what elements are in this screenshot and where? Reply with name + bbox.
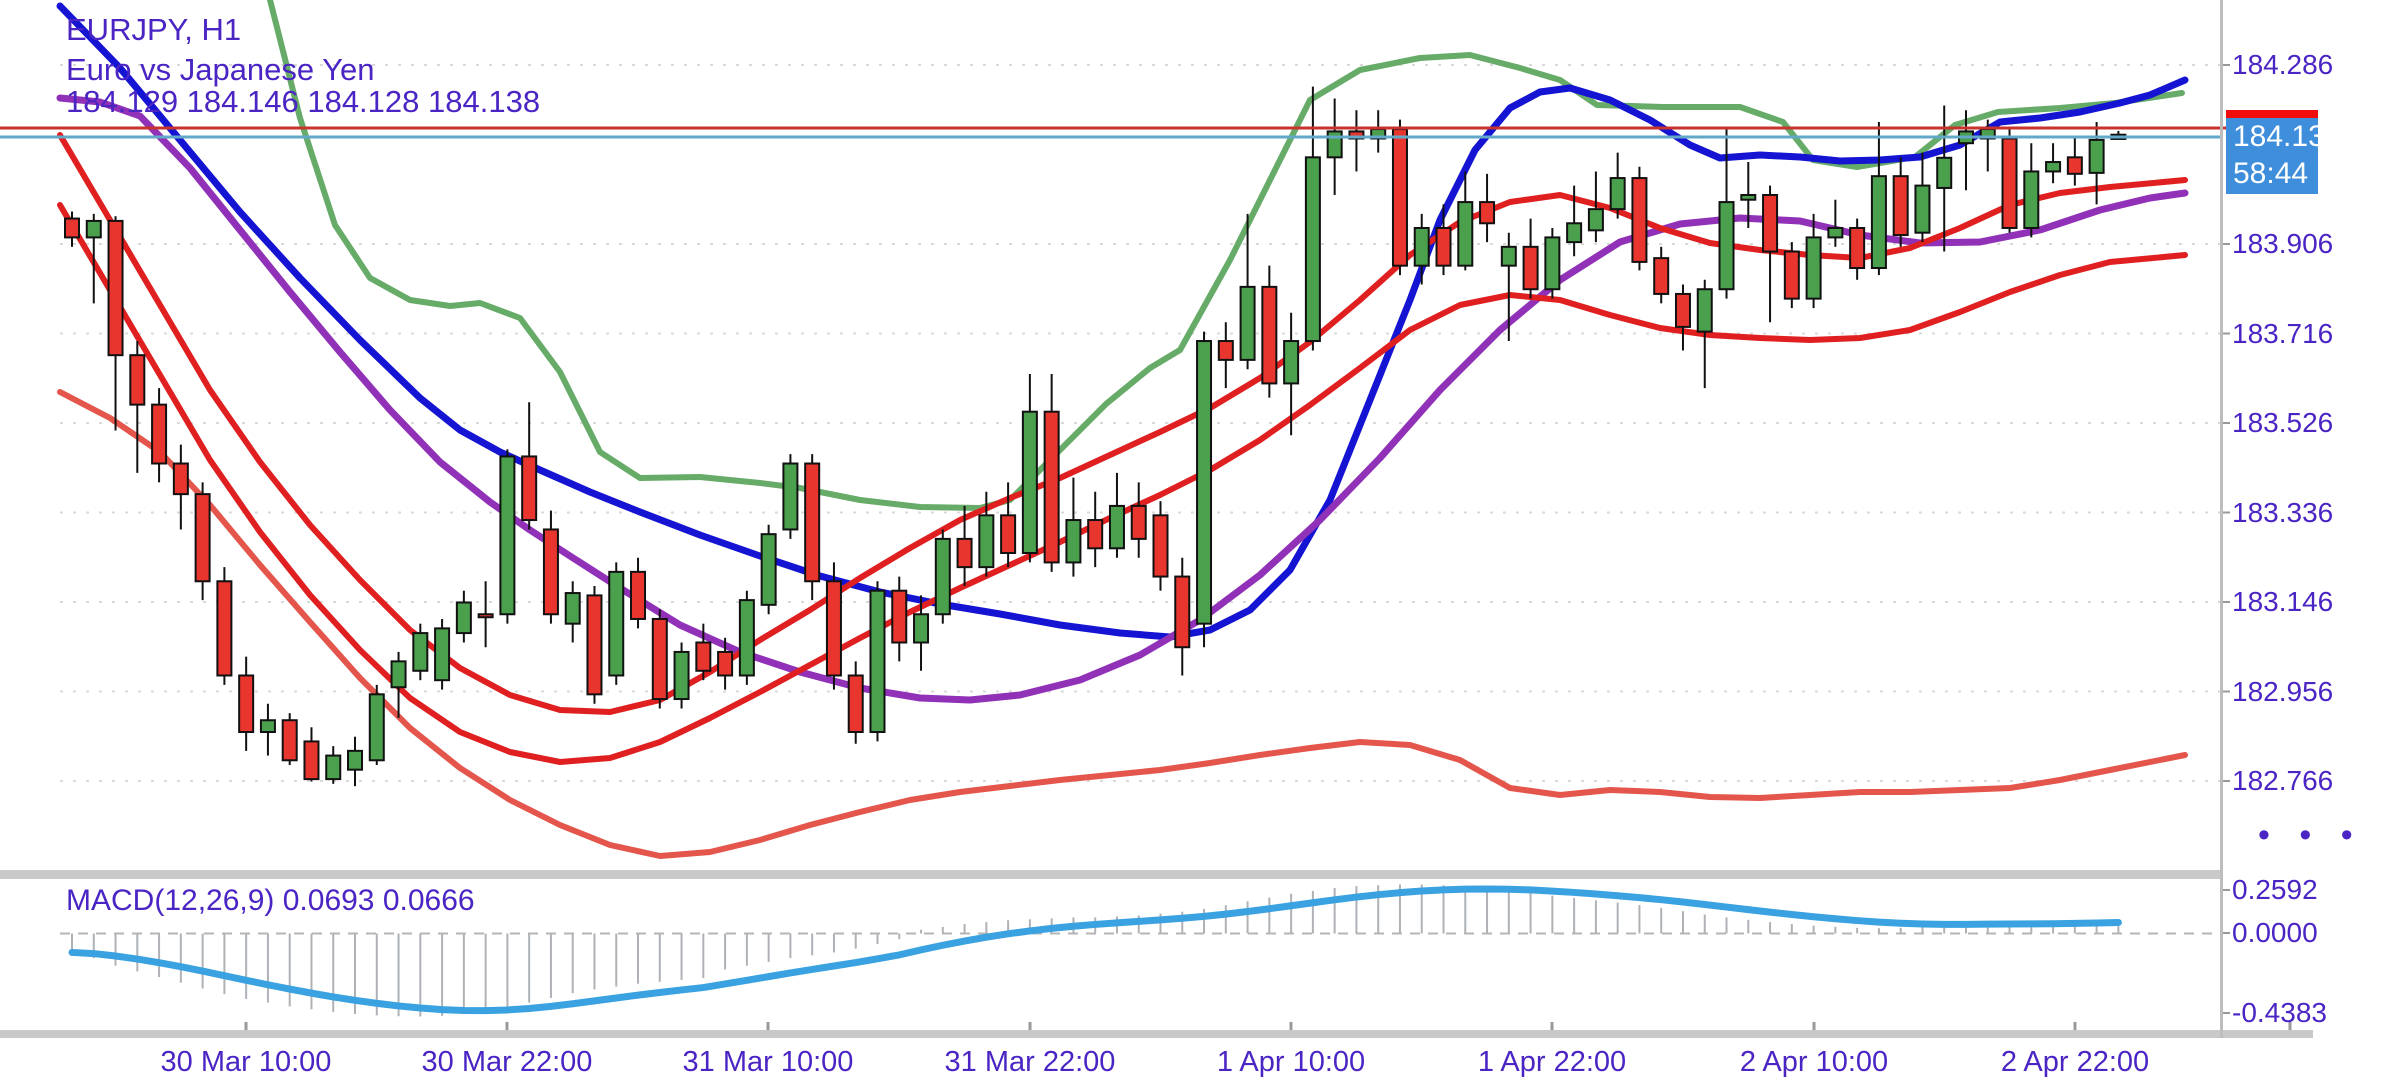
current-price: 184.138 bbox=[2233, 120, 2342, 153]
pane-separator[interactable] bbox=[0, 870, 2221, 879]
price-tick-label: 183.906 bbox=[2232, 228, 2334, 259]
price-tick-label: 184.286 bbox=[2232, 49, 2334, 80]
price-tick-label: 183.146 bbox=[2232, 586, 2334, 617]
price-tick-label: 183.526 bbox=[2232, 407, 2334, 438]
time-tick-label: 2 Apr 10:00 bbox=[1739, 1046, 1889, 1078]
current-price-box: 184.138 58:44 bbox=[2226, 118, 2342, 194]
macd-indicator-label: MACD(12,26,9) 0.0693 0.0666 bbox=[66, 884, 475, 917]
time-axis-bar bbox=[0, 1030, 2313, 1038]
macd-tick-label: 0.0000 bbox=[2232, 917, 2318, 948]
macd-tick-label: 0.2592 bbox=[2232, 874, 2318, 905]
candles bbox=[64, 86, 2127, 787]
ma-slow-purple bbox=[56, 94, 2189, 704]
time-tick-label: 31 Mar 22:00 bbox=[944, 1046, 1116, 1078]
more-options-dots[interactable]: • • • bbox=[2258, 816, 2363, 854]
bollinger-lower-salmon bbox=[57, 389, 2188, 859]
ma-fast-blue bbox=[56, 2, 2189, 641]
price-tick-label: 183.716 bbox=[2232, 317, 2334, 349]
time-tick-label: 2 Apr 22:00 bbox=[2000, 1046, 2150, 1078]
price-tick-label: 182.766 bbox=[2232, 765, 2334, 796]
time-tick-label: 31 Mar 10:00 bbox=[682, 1046, 854, 1078]
bar-countdown: 58:44 bbox=[2233, 157, 2309, 190]
symbol-title: EURJPY, H1 bbox=[66, 12, 242, 47]
macd-tick-label: -0.4383 bbox=[2232, 997, 2327, 1028]
time-tick-label: 1 Apr 10:00 bbox=[1216, 1046, 1366, 1078]
price-tick-label: 183.336 bbox=[2232, 496, 2334, 528]
time-tick-label: 30 Mar 22:00 bbox=[421, 1046, 593, 1078]
time-tick-label: 1 Apr 22:00 bbox=[1477, 1046, 1627, 1078]
price-tick-label: 182.956 bbox=[2232, 675, 2334, 707]
ma-red-upper bbox=[57, 132, 2188, 715]
symbol-description: Euro vs Japanese Yen bbox=[66, 52, 375, 87]
price-axis-line bbox=[2220, 0, 2223, 1038]
ma-red-lower bbox=[57, 202, 2188, 765]
ask-marker-strip bbox=[2226, 110, 2318, 118]
time-tick-label: 30 Mar 10:00 bbox=[160, 1046, 332, 1078]
ohlc-values: 184.129 184.146 184.128 184.138 bbox=[66, 84, 541, 119]
macd-signal-line bbox=[68, 885, 2122, 1015]
